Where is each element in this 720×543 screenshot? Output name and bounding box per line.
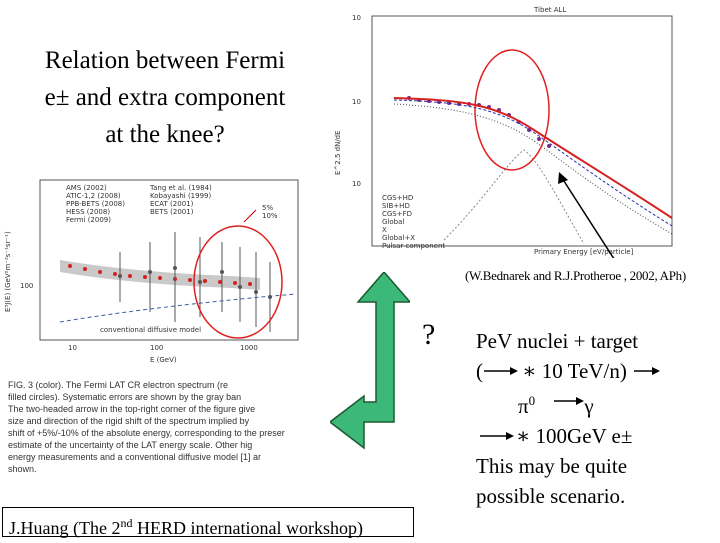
- legend-6: Pulsar component: [382, 242, 445, 250]
- fermi-legend-atic: ATIC-1,2 (2008): [66, 192, 121, 200]
- scenario-electron: ∗ 100GeV e±: [516, 424, 633, 448]
- pointer-arrowhead: [558, 172, 568, 184]
- fermi-y-tick: 100: [20, 282, 33, 290]
- caption-line-8: shown.: [8, 464, 37, 474]
- legend-0: CGS+HD: [382, 194, 413, 202]
- systematic-band: [60, 260, 260, 290]
- right-arrow-icon: [484, 367, 518, 375]
- model-label: conventional diffusive model: [100, 326, 201, 334]
- x-axis-label: Primary Energy [eV/particle]: [534, 248, 634, 256]
- pulsar-component-curve: [443, 149, 585, 245]
- footer-credit: J.Huang (The 2nd HERD international work…: [2, 507, 414, 538]
- plot-header: Tibet ALL: [533, 6, 566, 14]
- shift-down-label: 10%: [262, 212, 278, 220]
- scenario-line-4: ∗ 100GeV e±: [476, 421, 638, 451]
- legend-2: CGS+FD: [382, 210, 412, 218]
- pi-symbol: π: [518, 394, 529, 418]
- footer-superscript: nd: [120, 516, 133, 530]
- caption-line-4: size and direction of the rigid shift of…: [8, 416, 250, 426]
- scenario-text: PeV nuclei + target ( ∗ 10 TeV/n) π0 γ ∗…: [476, 326, 660, 511]
- title-line-3: at the knee?: [105, 121, 225, 148]
- fermi-legend-tang: Tang et al. (1984): [149, 184, 212, 192]
- title-line-1: Relation between Fermi: [44, 47, 286, 74]
- fermi-legend-ppb: PPB-BETS (2008): [66, 200, 125, 208]
- green-bent-arrow: [330, 272, 410, 450]
- caption-line-3: The two-headed arrow in the top-right co…: [8, 404, 255, 414]
- citation: (W.Bednarek and R.J.Protheroe , 2002, AP…: [465, 268, 686, 283]
- model-curve-sib: [393, 99, 673, 227]
- fermi-x-label: E (GeV): [150, 356, 177, 364]
- fermi-points: [68, 264, 252, 286]
- legend-1: SIB+HD: [382, 202, 410, 210]
- fermi-legend-left: AMS (2002) ATIC-1,2 (2008) PPB-BETS (200…: [66, 184, 125, 224]
- fermi-legend-kobayashi: Kobayashi (1999): [150, 192, 211, 200]
- scenario-line-2: ( ∗ 10 TeV/n): [476, 356, 660, 386]
- y-tick-low: 10: [352, 180, 361, 188]
- fermi-y-label: E³J(E) (GeV²m⁻²s⁻¹sr⁻¹): [4, 231, 12, 312]
- x-tick-10: 10: [68, 344, 77, 352]
- right-arrow-icon: [554, 397, 584, 405]
- footer-suffix: HERD international workshop): [132, 518, 363, 538]
- fermi-legend-ams: AMS (2002): [66, 184, 107, 192]
- conventional-model-curve: [59, 293, 297, 323]
- fermi-spectrum-plot: AMS (2002) ATIC-1,2 (2008) PPB-BETS (200…: [0, 172, 302, 484]
- caption-line-7: energy measurements and a conventional d…: [8, 452, 261, 462]
- fermi-legend-ecat: ECAT (2001): [150, 200, 194, 208]
- figure-caption: FIG. 3 (color). The Fermi LAT CR electro…: [8, 380, 285, 474]
- fermi-legend-bets: BETS (2001): [150, 208, 194, 216]
- question-mark: ?: [422, 318, 436, 351]
- pointer-arrow-line: [561, 177, 615, 258]
- y-tick-mid: 10: [352, 98, 361, 106]
- x-tick-1000: 1000: [240, 344, 258, 352]
- gamma-symbol: γ: [584, 394, 594, 418]
- title-line-2: e± and extra component: [44, 84, 286, 111]
- scenario-line-5: This may be quite: [476, 454, 628, 478]
- x-tick-100: 100: [150, 344, 163, 352]
- right-arrow-icon: [634, 367, 660, 375]
- model-curve-global: [393, 97, 673, 219]
- slide-title: Relation between Fermi e± and extra comp…: [6, 42, 324, 153]
- caption-line-6: estimate of the uncertainty of the LAT e…: [8, 440, 252, 450]
- fermi-legend-hess: HESS (2008): [66, 208, 110, 216]
- y-axis-label: E^2.5 dN/dE: [334, 130, 342, 175]
- fermi-plot-frame: [39, 179, 299, 341]
- legend-4: X: [382, 226, 387, 234]
- pi-superscript: 0: [528, 393, 536, 408]
- y-tick-top: 10: [352, 14, 361, 22]
- scenario-line-1: PeV nuclei + target: [476, 329, 639, 353]
- legend-5: Global+X: [382, 234, 415, 242]
- scenario-line-6: possible scenario.: [476, 484, 626, 508]
- caption-line-5: shift of +5%/-10% of the absolute energy…: [8, 428, 285, 438]
- fermi-legend-right: Tang et al. (1984) Kobayashi (1999) ECAT…: [149, 184, 212, 216]
- legend-3: Global: [382, 218, 404, 226]
- shift-up-label: 5%: [262, 204, 273, 212]
- scenario-energy: ∗ 10 TeV/n): [522, 359, 627, 383]
- footer-prefix: J.Huang (The 2: [9, 518, 121, 538]
- scenario-line-3: π0 γ: [476, 386, 638, 421]
- plot-frame: [371, 15, 673, 247]
- shift-arrow: [243, 209, 257, 223]
- caption-line-1: FIG. 3 (color). The Fermi LAT CR electro…: [8, 380, 228, 390]
- model-curve-cgs: [393, 103, 673, 235]
- plot-legend: CGS+HD SIB+HD CGS+FD Global X Global+X P…: [382, 194, 445, 250]
- knee-spectrum-plot: Tibet ALL 10 10 10 E^2.5 dN/dE CGS+HD SI…: [334, 0, 718, 258]
- caption-line-2: filled circles). Systematic errors are s…: [8, 392, 241, 402]
- fermi-legend-fermi: Fermi (2009): [66, 216, 111, 224]
- right-arrow-icon: [480, 432, 514, 440]
- fermi-highlight-ellipse: [193, 225, 283, 339]
- knee-highlight-ellipse: [474, 49, 550, 171]
- scenario-paren: (: [476, 359, 483, 383]
